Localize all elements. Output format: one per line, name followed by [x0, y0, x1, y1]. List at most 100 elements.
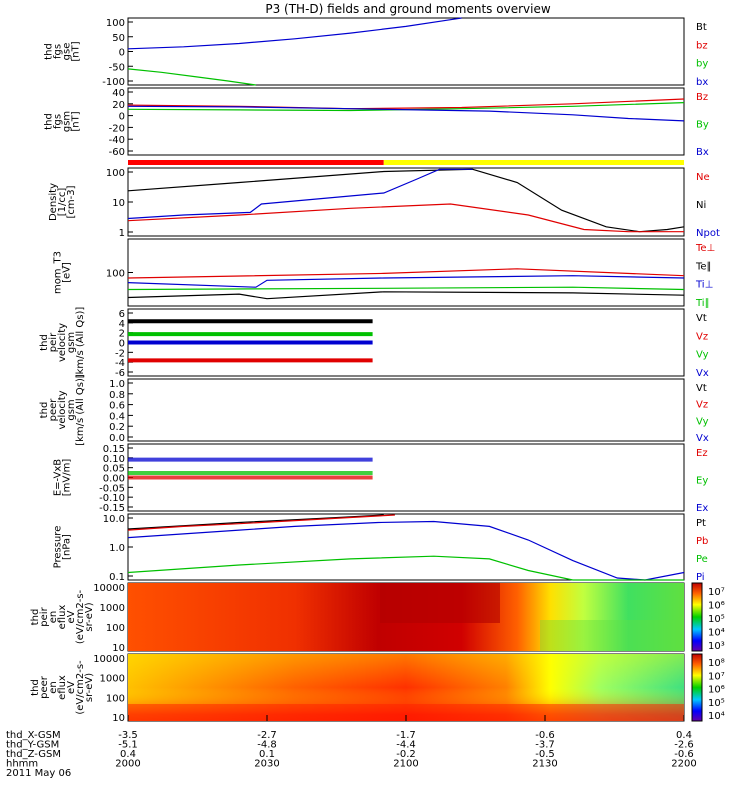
colorbar-tick-peer_en_eflux: 10⁷: [708, 671, 725, 682]
time-axis-ticks: [127, 715, 685, 721]
y-axis-label-line: peer: [48, 398, 59, 422]
y-tick-label-peir_velocity: -6: [115, 368, 125, 379]
y-axis-label-line: (eV/cm2-s-: [75, 660, 86, 715]
legend-Bz: Bz: [696, 92, 708, 103]
y-axis-label-line: [nT]: [71, 41, 82, 61]
legend-Npot: Npot: [696, 228, 720, 239]
ephemeris-value: 0.4: [120, 749, 136, 760]
y-axis-label-line: gsm: [66, 399, 77, 420]
y-axis-label-line: thd: [44, 43, 55, 60]
ephemeris-value: -4.4: [396, 740, 416, 751]
series-pressure-Pi: [127, 520, 685, 581]
y-tick-label-e_field: -0.10: [99, 493, 125, 504]
ephemeris-value: -4.8: [257, 740, 277, 751]
y-tick-label-peer_velocity: 0.6: [109, 401, 125, 412]
ephemeris-value: -0.6: [535, 730, 555, 741]
y-axis-label-line: Density: [48, 183, 59, 221]
legend-Vy: Vy: [696, 350, 709, 361]
y-tick-label-e_field: -0.15: [99, 503, 125, 514]
legend-Pb: Pb: [696, 536, 708, 547]
y-tick-label-fgs_gse: 50: [112, 33, 125, 44]
spectrogram-1-core: [380, 583, 500, 623]
colorbar-tick-peer_en_eflux: 10⁶: [708, 685, 725, 696]
legend-by: by: [696, 59, 708, 70]
ephemeris-value: -5.1: [118, 740, 138, 751]
ephemeris-value: -2.6: [674, 740, 694, 751]
legend-Bt: Bt: [696, 22, 707, 33]
legend-bx: bx: [696, 77, 708, 88]
y-tick-label-peer_velocity: 0.2: [109, 422, 125, 433]
y-tick-label-fgs_gse: -50: [109, 62, 125, 73]
y-tick-label-pressure: 1.0: [109, 543, 125, 554]
series-pressure-Pt: [127, 514, 384, 530]
colorbar-tick-peir_en_eflux: 10⁷: [708, 587, 725, 598]
y-axis-label-line: E=-VxB: [53, 459, 64, 496]
y-axis-label-line: (eV/cm2-s-: [75, 589, 86, 644]
panel-density: 100 10 1 Density[1/cc][cm-3] Ne Ni Npot: [48, 167, 720, 239]
y-axis-label-line: en: [48, 681, 59, 694]
panel-e_field: 0.150.100.050.00-0.05-0.10-0.15 E=-VxB[mV…: [53, 443, 708, 514]
y-tick-label-fgs_gsm: -60: [109, 147, 125, 158]
y-tick-label-fgs_gse: -100: [102, 77, 125, 88]
legend-Bx: Bx: [696, 147, 709, 158]
y-tick-label-fgs_gsm: -40: [109, 135, 125, 146]
y-tick-label-peer_velocity: 0.4: [109, 411, 125, 422]
panel-peer_velocity: 1.00.80.60.40.20.0 thdpeervelocitygsm[km/…: [39, 374, 709, 446]
y-axis-label-line: peer: [39, 675, 50, 699]
y-tick-label-peir_velocity: 6: [119, 309, 125, 320]
y-axis-label-line: thd: [39, 334, 50, 351]
legend-Ex: Ex: [696, 503, 708, 514]
y-tick-label-peir_en_eflux: 10: [112, 643, 125, 654]
y-tick-label-peer_velocity: 1.0: [109, 379, 125, 390]
colorbar-tick-peir_en_eflux: 10⁴: [708, 628, 725, 639]
colorbar-tick-peir_en_eflux: 10⁶: [708, 601, 725, 612]
x-tick-label: 2100: [393, 759, 418, 770]
ephemeris-value: -0.5: [535, 749, 555, 760]
y-axis-label-peir_en_eflux: thdpeirenefluxeV(eV/cm2-s-sr-eV): [30, 589, 95, 644]
y-axis-label-line: gsm: [66, 332, 77, 353]
y-tick-label-mom_temp: 100: [106, 269, 125, 280]
y-tick-label-pressure: 0.1: [109, 572, 125, 583]
y-tick-label-fgs_gse: 100: [106, 18, 125, 29]
legend-Te⊥: Te⊥: [695, 243, 715, 254]
series-fgs_gse-by: [127, 68, 256, 86]
y-axis-label-line: sr-eV): [84, 673, 95, 702]
series-density-Ne: [127, 203, 684, 233]
y-tick-label-peir_velocity: 2: [119, 329, 125, 340]
series-pressure-Pb: [127, 514, 395, 531]
colorbar-tick-peer_en_eflux: 10⁴: [708, 711, 725, 722]
y-axis-label-line: Pressure: [53, 526, 64, 569]
panel-frame-fgs_gsm: [127, 87, 685, 156]
y-axis-label-line: thd: [39, 402, 50, 419]
y-tick-label-fgs_gsm: 20: [112, 100, 125, 111]
ephemeris-value: 0.4: [676, 730, 692, 741]
time-axis-label: hhmm: [6, 759, 38, 770]
y-tick-label-peer_en_eflux: 100: [106, 693, 125, 704]
spectrogram-1: [128, 582, 703, 652]
y-tick-label-peir_en_eflux: 10000: [93, 583, 125, 594]
series-mom_temp-Ti⊥: [127, 275, 685, 288]
y-axis-label-line: gsm: [62, 111, 73, 132]
series-density-Npot: [127, 168, 473, 220]
panel-frame-peer_velocity: [127, 378, 685, 442]
legend-Ez: Ez: [696, 448, 708, 459]
y-tick-label-peir_velocity: -2: [115, 348, 125, 359]
legend-Vz: Vz: [696, 400, 708, 411]
legend-Ti⊥: Ti⊥: [695, 280, 713, 291]
y-axis-label-line: [km/s (All Qs)]: [75, 307, 86, 379]
y-tick-label-e_field: 0.05: [103, 464, 125, 475]
spectrogram-2: [128, 653, 703, 722]
legend-Pi: Pi: [696, 572, 705, 583]
panel-fgs_gse: 100 50 0 -50 -100 thdfgsgse[nT] Bt bz by bx: [44, 17, 708, 88]
legend-Te∥: Te∥: [695, 261, 712, 272]
y-axis-label-peer_en_eflux: thdpeerenefluxeV(eV/cm2-s-sr-eV): [30, 660, 95, 715]
y-axis-label-line: peir: [48, 332, 59, 352]
y-axis-label-line: eflux: [57, 605, 68, 630]
y-axis-label-fgs_gse: thdfgsgse[nT]: [44, 41, 82, 61]
x-tick-label: 2030: [254, 759, 279, 770]
series-fgs_gsm-Bz: [127, 98, 685, 110]
y-tick-label-peer_en_eflux: 1000: [100, 674, 125, 685]
y-axis-label-line: gse: [62, 43, 73, 61]
